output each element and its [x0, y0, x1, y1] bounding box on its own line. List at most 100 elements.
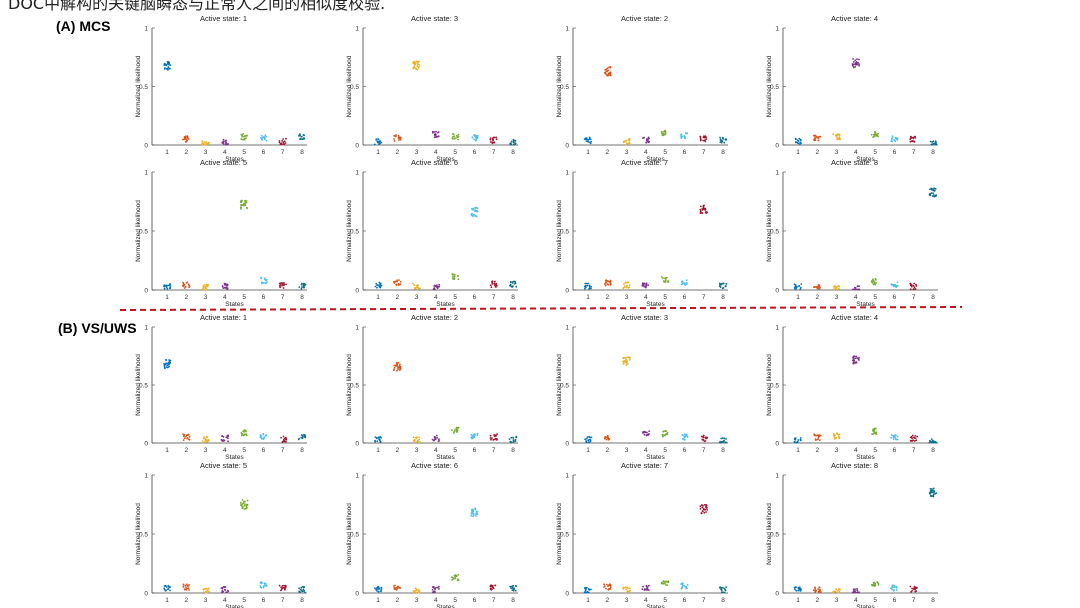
data-point	[590, 287, 592, 290]
data-point	[163, 287, 166, 290]
data-point	[414, 587, 417, 590]
data-point	[914, 435, 917, 437]
data-point	[281, 440, 284, 443]
state-5-points	[239, 499, 249, 510]
data-point	[301, 435, 304, 437]
data-point	[645, 434, 648, 437]
data-point	[912, 136, 915, 139]
data-point	[704, 208, 707, 211]
y-tick-label: 1	[565, 26, 569, 33]
data-point	[457, 133, 460, 136]
y-axis-label: Normalized likelihood	[766, 200, 773, 262]
state-5-points	[661, 430, 669, 438]
data-point	[398, 365, 401, 368]
data-point	[393, 369, 395, 371]
state-7-points	[909, 434, 919, 442]
data-point	[933, 189, 936, 192]
data-point	[416, 65, 419, 67]
data-point	[872, 283, 875, 286]
data-point	[870, 280, 873, 283]
data-point	[609, 284, 612, 286]
data-point	[221, 587, 224, 589]
data-point	[699, 210, 702, 213]
data-point	[207, 587, 210, 590]
data-point	[513, 143, 516, 146]
data-point	[418, 64, 421, 66]
data-point	[221, 285, 224, 288]
data-point	[873, 581, 876, 584]
data-point	[167, 63, 170, 66]
data-point	[680, 135, 682, 138]
data-point	[183, 287, 186, 289]
data-point	[281, 585, 284, 587]
data-point	[298, 134, 300, 137]
y-tick-label: 1	[144, 325, 148, 332]
data-point	[797, 439, 800, 441]
data-point	[514, 281, 516, 283]
data-point	[473, 138, 475, 141]
data-point	[929, 491, 931, 494]
data-point	[890, 437, 893, 439]
data-point	[647, 284, 650, 286]
data-point	[929, 487, 932, 490]
x-tick-label: 2	[395, 597, 399, 604]
x-tick-label: 4	[223, 597, 227, 604]
data-point	[607, 283, 610, 286]
data-point	[206, 440, 209, 443]
data-point	[183, 283, 186, 286]
y-tick-label: 1	[775, 26, 779, 33]
data-point	[241, 135, 244, 138]
state-5-points	[240, 133, 249, 141]
state-4-points	[852, 285, 861, 291]
data-point	[588, 288, 590, 290]
x-tick-label: 1	[376, 447, 380, 454]
y-tick-label: 0.5	[770, 383, 779, 390]
data-point	[397, 361, 400, 364]
data-point	[489, 138, 492, 141]
data-point	[588, 589, 591, 591]
x-tick-label: 8	[931, 597, 935, 604]
data-point	[302, 588, 305, 591]
data-point	[628, 356, 631, 359]
data-point	[875, 278, 877, 281]
data-point	[203, 286, 205, 289]
data-point	[622, 356, 625, 359]
data-point	[931, 195, 934, 198]
state-2-points	[393, 361, 402, 372]
data-point	[415, 60, 418, 63]
data-point	[435, 130, 437, 133]
data-point	[584, 438, 586, 441]
data-point	[873, 135, 876, 138]
data-point	[204, 440, 207, 443]
data-point	[852, 359, 855, 362]
state-4-points	[221, 282, 229, 290]
state-4-points	[432, 283, 441, 291]
x-tick-label: 3	[835, 149, 839, 156]
data-point	[723, 141, 726, 144]
data-point	[665, 584, 667, 586]
data-point	[492, 439, 495, 441]
data-point	[858, 591, 860, 594]
data-point	[396, 369, 398, 372]
data-point	[932, 489, 935, 492]
data-point	[817, 137, 820, 140]
data-point	[377, 585, 380, 588]
data-point	[590, 588, 592, 591]
data-point	[586, 436, 589, 439]
data-point	[203, 288, 206, 291]
x-axis-label: States	[646, 454, 665, 461]
state-5-points	[660, 276, 670, 283]
x-axis-label: States	[436, 301, 455, 308]
data-point	[208, 141, 210, 144]
data-point	[512, 439, 515, 441]
subplot-title: Active state: 2	[621, 14, 668, 23]
y-tick-label: 1	[144, 170, 148, 177]
data-point	[205, 435, 208, 438]
data-point	[285, 440, 287, 443]
data-point	[604, 72, 607, 75]
data-point	[494, 280, 496, 283]
state-5-points	[870, 131, 879, 139]
state-3-points	[412, 436, 421, 444]
data-point	[680, 583, 682, 585]
data-point	[704, 508, 706, 511]
